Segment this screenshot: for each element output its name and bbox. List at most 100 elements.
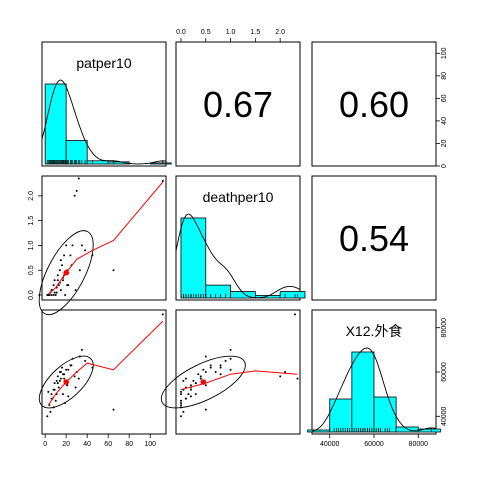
data-point [62,279,64,282]
panel-frame [41,41,167,167]
data-point [180,415,182,418]
y-tick-label: 1.5 [28,216,35,226]
data-point [47,390,50,393]
data-point [56,274,59,277]
data-point [197,373,200,376]
y-tick-label: 40000 [441,406,448,426]
histogram-bar [149,162,172,165]
y-tick-label: 40 [441,117,448,125]
data-point [77,177,80,180]
data-point [187,393,190,396]
data-point [63,377,66,380]
x-tick-label: 0 [43,441,47,448]
data-point [204,384,207,387]
data-point [204,408,207,411]
data-point [62,373,64,376]
data-point [296,377,299,380]
data-point [184,397,187,400]
x-tick-label: 40 [83,441,91,448]
panel-frame [311,41,437,167]
data-point [112,408,115,411]
histogram-bar [279,291,306,299]
data-point [192,379,195,382]
data-point [74,289,77,292]
data-point [75,189,78,192]
data-point [229,357,232,360]
data-point [209,366,212,369]
data-point [180,399,182,402]
panel-frame [41,309,167,435]
y-tick-label: 2.0 [28,191,35,201]
data-point [62,393,64,396]
data-point [229,348,232,351]
data-point [182,410,185,413]
y-tick-label: 0.5 [28,265,35,275]
data-point [199,377,202,380]
histogram-bar [205,284,231,299]
data-point [182,379,185,382]
data-point [55,379,58,382]
data-point [161,180,164,182]
data-point [194,382,197,385]
data-point [69,254,72,257]
x-tick-label: 0.0 [176,29,186,36]
data-point [59,289,62,292]
data-point [219,366,222,369]
data-point [57,386,60,389]
data-point [49,410,52,413]
data-point [194,393,197,396]
x-tick-label: 2.0 [275,29,285,36]
data-point [189,388,192,391]
histogram-bar [307,429,331,433]
data-point [65,368,68,371]
density-curve [41,79,167,165]
data-point [180,402,182,404]
variable-name: X12.外食 [346,323,403,339]
mean-point [200,379,207,385]
data-point [64,294,67,296]
x-tick-label: 80000 [409,441,429,448]
y-tick-label: 0 [441,164,448,168]
data-point [73,375,76,378]
correlation-value: 0.60 [339,84,409,125]
x-tick-label: 1.5 [250,29,260,36]
data-point [50,294,53,296]
data-point [84,249,87,252]
data-point [53,279,56,282]
y-tick-label: 100 [441,47,448,59]
data-point [74,386,77,389]
data-point [204,355,207,358]
data-point [65,244,68,247]
data-point [63,254,66,257]
data-point [202,368,205,371]
histogram-bar [180,217,207,299]
mean-point [63,379,69,385]
histogram-bar [329,398,353,433]
data-point [53,382,56,385]
panel-frame [175,41,301,167]
x-tick-label: 100 [144,441,156,448]
loess-smooth [47,181,164,295]
panel-frame [41,175,167,301]
mean-point [63,269,69,276]
loess-smooth [180,370,298,391]
data-point [58,269,61,272]
data-point [84,359,87,362]
data-point [67,395,70,398]
data-point [224,359,227,362]
data-point [189,384,192,387]
data-point [209,364,212,367]
panel-frame [175,309,301,435]
x-tick-label: 80 [125,441,133,448]
x-tick-label: 60000 [364,441,384,448]
data-point [66,284,69,287]
data-point [56,375,59,378]
data-point [78,269,81,272]
data-point [59,371,62,373]
correlation-ellipse [38,230,94,316]
y-tick-label: 80 [441,72,448,80]
data-point [80,348,83,351]
histogram-bar [373,396,397,433]
panel-frame [311,175,437,301]
data-point [279,375,282,378]
